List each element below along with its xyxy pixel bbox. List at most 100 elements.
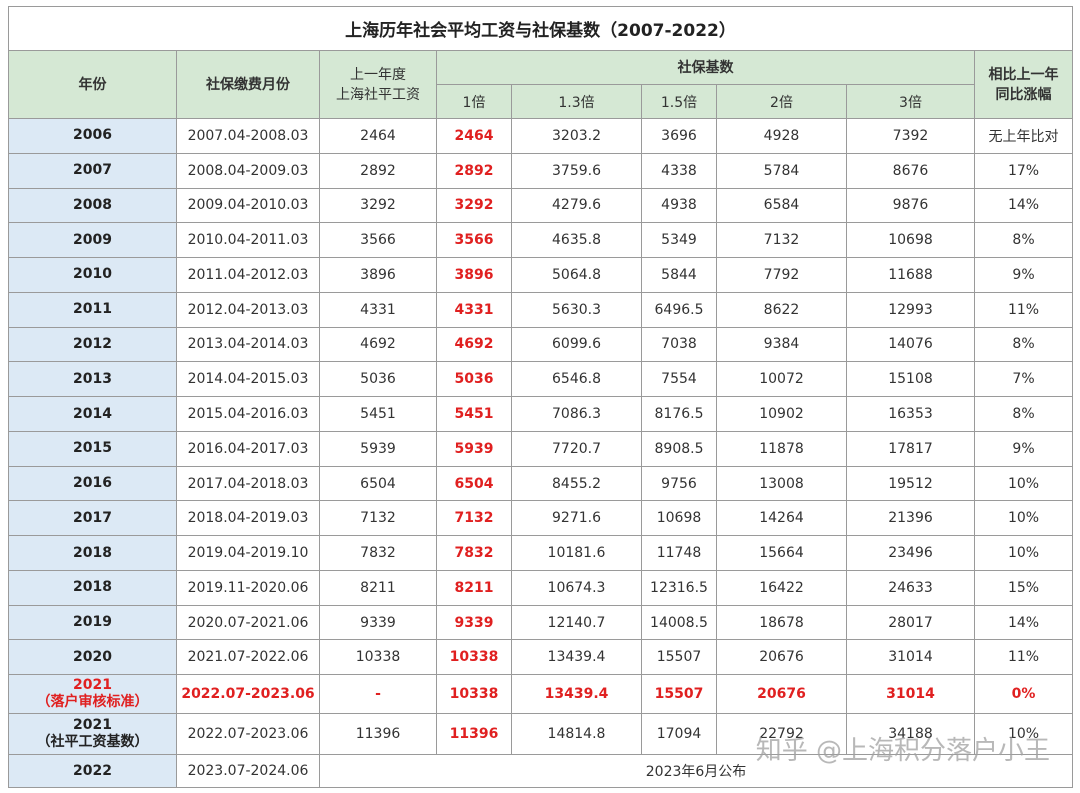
cell-year: 2009 <box>8 222 177 259</box>
cell-period: 2022.07-2023.06 <box>176 674 320 715</box>
cell-m3: 19512 <box>846 465 975 502</box>
cell-avg: 8211 <box>319 569 437 606</box>
table-row: 2015 2016.04-2017.03 5939 5939 7720.7 8908.5 1… <box>8 430 1074 467</box>
table-row: 2012 2013.04-2014.03 4692 4692 6099.6 7038 938… <box>8 326 1074 363</box>
cell-m1: 4331 <box>436 291 512 328</box>
cell-m3: 16353 <box>846 396 975 432</box>
header-year: 年份 <box>8 50 177 119</box>
cell-m1: 2892 <box>436 152 512 189</box>
cell-m3: 23496 <box>846 535 975 571</box>
cell-growth: 10% <box>973 500 1074 537</box>
cell-m2: 7132 <box>716 222 847 259</box>
cell-m15: 10698 <box>641 500 717 537</box>
cell-m13: 3203.2 <box>511 118 642 154</box>
cell-avg: 5451 <box>319 396 437 432</box>
table-title: 上海历年社会平均工资与社保基数（2007-2022） <box>7 6 1074 51</box>
cell-year: 2018 <box>8 535 177 571</box>
cell-avg: 9339 <box>319 604 437 641</box>
cell-avg: 7132 <box>319 500 437 537</box>
table-row: 2019 2020.07-2021.06 9339 9339 12140.7 14008.… <box>8 604 1074 641</box>
cell-avg: 6504 <box>319 465 437 502</box>
cell-m2: 13008 <box>716 465 847 502</box>
cell-period: 2014.04-2015.03 <box>176 361 320 398</box>
cell-m13: 3759.6 <box>511 152 642 189</box>
cell-period: 2011.04-2012.03 <box>176 257 320 293</box>
cell-m1: 5451 <box>436 396 512 432</box>
cell-m2: 4928 <box>716 118 847 154</box>
cell-period: 2022.07-2023.06 <box>176 713 320 756</box>
cell-m13: 14814.8 <box>511 713 642 756</box>
cell-m15: 17094 <box>641 713 717 756</box>
cell-year: 2008 <box>8 187 177 224</box>
cell-period: 2013.04-2014.03 <box>176 326 320 363</box>
header-avg-wage-line2: 上海社平工资 <box>336 86 420 103</box>
cell-period: 2018.04-2019.03 <box>176 500 320 537</box>
cell-m13: 10674.3 <box>511 569 642 606</box>
cell-m13: 4635.8 <box>511 222 642 259</box>
cell-m2: 5784 <box>716 152 847 189</box>
cell-m3: 31014 <box>846 639 975 676</box>
cell-year: 2007 <box>8 152 177 189</box>
cell-period: 2020.07-2021.06 <box>176 604 320 641</box>
cell-m1: 7832 <box>436 535 512 571</box>
cell-growth: 10% <box>973 465 1074 502</box>
cell-m15: 15507 <box>641 674 717 715</box>
cell-announcement: 2023年6月公布 <box>318 754 1074 788</box>
cell-m1: 3566 <box>436 222 512 259</box>
cell-m3: 7392 <box>846 118 975 154</box>
cell-m13: 9271.6 <box>511 500 642 537</box>
cell-m1: 3292 <box>436 187 512 224</box>
cell-m15: 8176.5 <box>641 396 717 432</box>
cell-year: 2011 <box>8 291 177 328</box>
header-m3: 3倍 <box>846 84 975 119</box>
cell-m3: 31014 <box>846 674 975 715</box>
cell-growth: 8% <box>973 396 1074 432</box>
cell-m1: 7132 <box>436 500 512 537</box>
cell-avg: 11396 <box>319 713 437 756</box>
cell-m15: 9756 <box>641 465 717 502</box>
cell-m2: 15664 <box>716 535 847 571</box>
table-row: 2008 2009.04-2010.03 3292 3292 4279.6 4938 658… <box>8 187 1074 224</box>
cell-year: 2014 <box>8 396 177 432</box>
table-row: 2006 2007.04-2008.03 2464 2464 3203.2 3696 492… <box>8 118 1074 154</box>
cell-growth: 11% <box>973 291 1074 328</box>
cell-m13: 7720.7 <box>511 430 642 467</box>
cell-avg: 3566 <box>319 222 437 259</box>
cell-m3: 11688 <box>846 257 975 293</box>
cell-m15: 15507 <box>641 639 717 676</box>
cell-m3: 14076 <box>846 326 975 363</box>
table-row: 2020 2021.07-2022.06 10338 10338 13439.4 1550… <box>8 639 1074 676</box>
table-row: 2018 2019.04-2019.10 7832 7832 10181.6 11748 1… <box>8 535 1074 571</box>
cell-period: 2017.04-2018.03 <box>176 465 320 502</box>
cell-m15: 4938 <box>641 187 717 224</box>
table-row: 2022 2023.07-2024.06 2023年6月公布 <box>8 754 1074 788</box>
cell-growth: 14% <box>973 187 1074 224</box>
cell-m3: 17817 <box>846 430 975 467</box>
cell-period: 2019.11-2020.06 <box>176 569 320 606</box>
cell-m1: 8211 <box>436 569 512 606</box>
cell-m1: 10338 <box>436 674 512 715</box>
cell-period: 2012.04-2013.03 <box>176 291 320 328</box>
cell-period: 2008.04-2009.03 <box>176 152 320 189</box>
cell-m2: 16422 <box>716 569 847 606</box>
cell-m2: 9384 <box>716 326 847 363</box>
cell-m15: 3696 <box>641 118 717 154</box>
watermark: 知乎 @上海积分落户小王 <box>755 736 1050 766</box>
cell-m3: 12993 <box>846 291 975 328</box>
cell-m2: 6584 <box>716 187 847 224</box>
cell-year-value: 2021 <box>73 677 112 694</box>
cell-year: 2020 <box>8 639 177 676</box>
cell-year-value: 2021 <box>73 717 112 734</box>
cell-m13: 8455.2 <box>511 465 642 502</box>
header-base-group: 社保基数 <box>436 50 975 85</box>
cell-growth: 14% <box>973 604 1074 641</box>
cell-m13: 4279.6 <box>511 187 642 224</box>
cell-year: 2021 （社平工资基数） <box>8 713 177 756</box>
cell-m15: 5349 <box>641 222 717 259</box>
cell-m3: 9876 <box>846 187 975 224</box>
table-row: 2018 2019.11-2020.06 8211 8211 10674.3 12316.… <box>8 569 1074 606</box>
cell-m1: 2464 <box>436 118 512 154</box>
cell-growth: 8% <box>973 222 1074 259</box>
table-row: 2017 2018.04-2019.03 7132 7132 9271.6 10698 14… <box>8 500 1074 537</box>
header-avg-wage-line1: 上一年度 <box>350 66 406 83</box>
